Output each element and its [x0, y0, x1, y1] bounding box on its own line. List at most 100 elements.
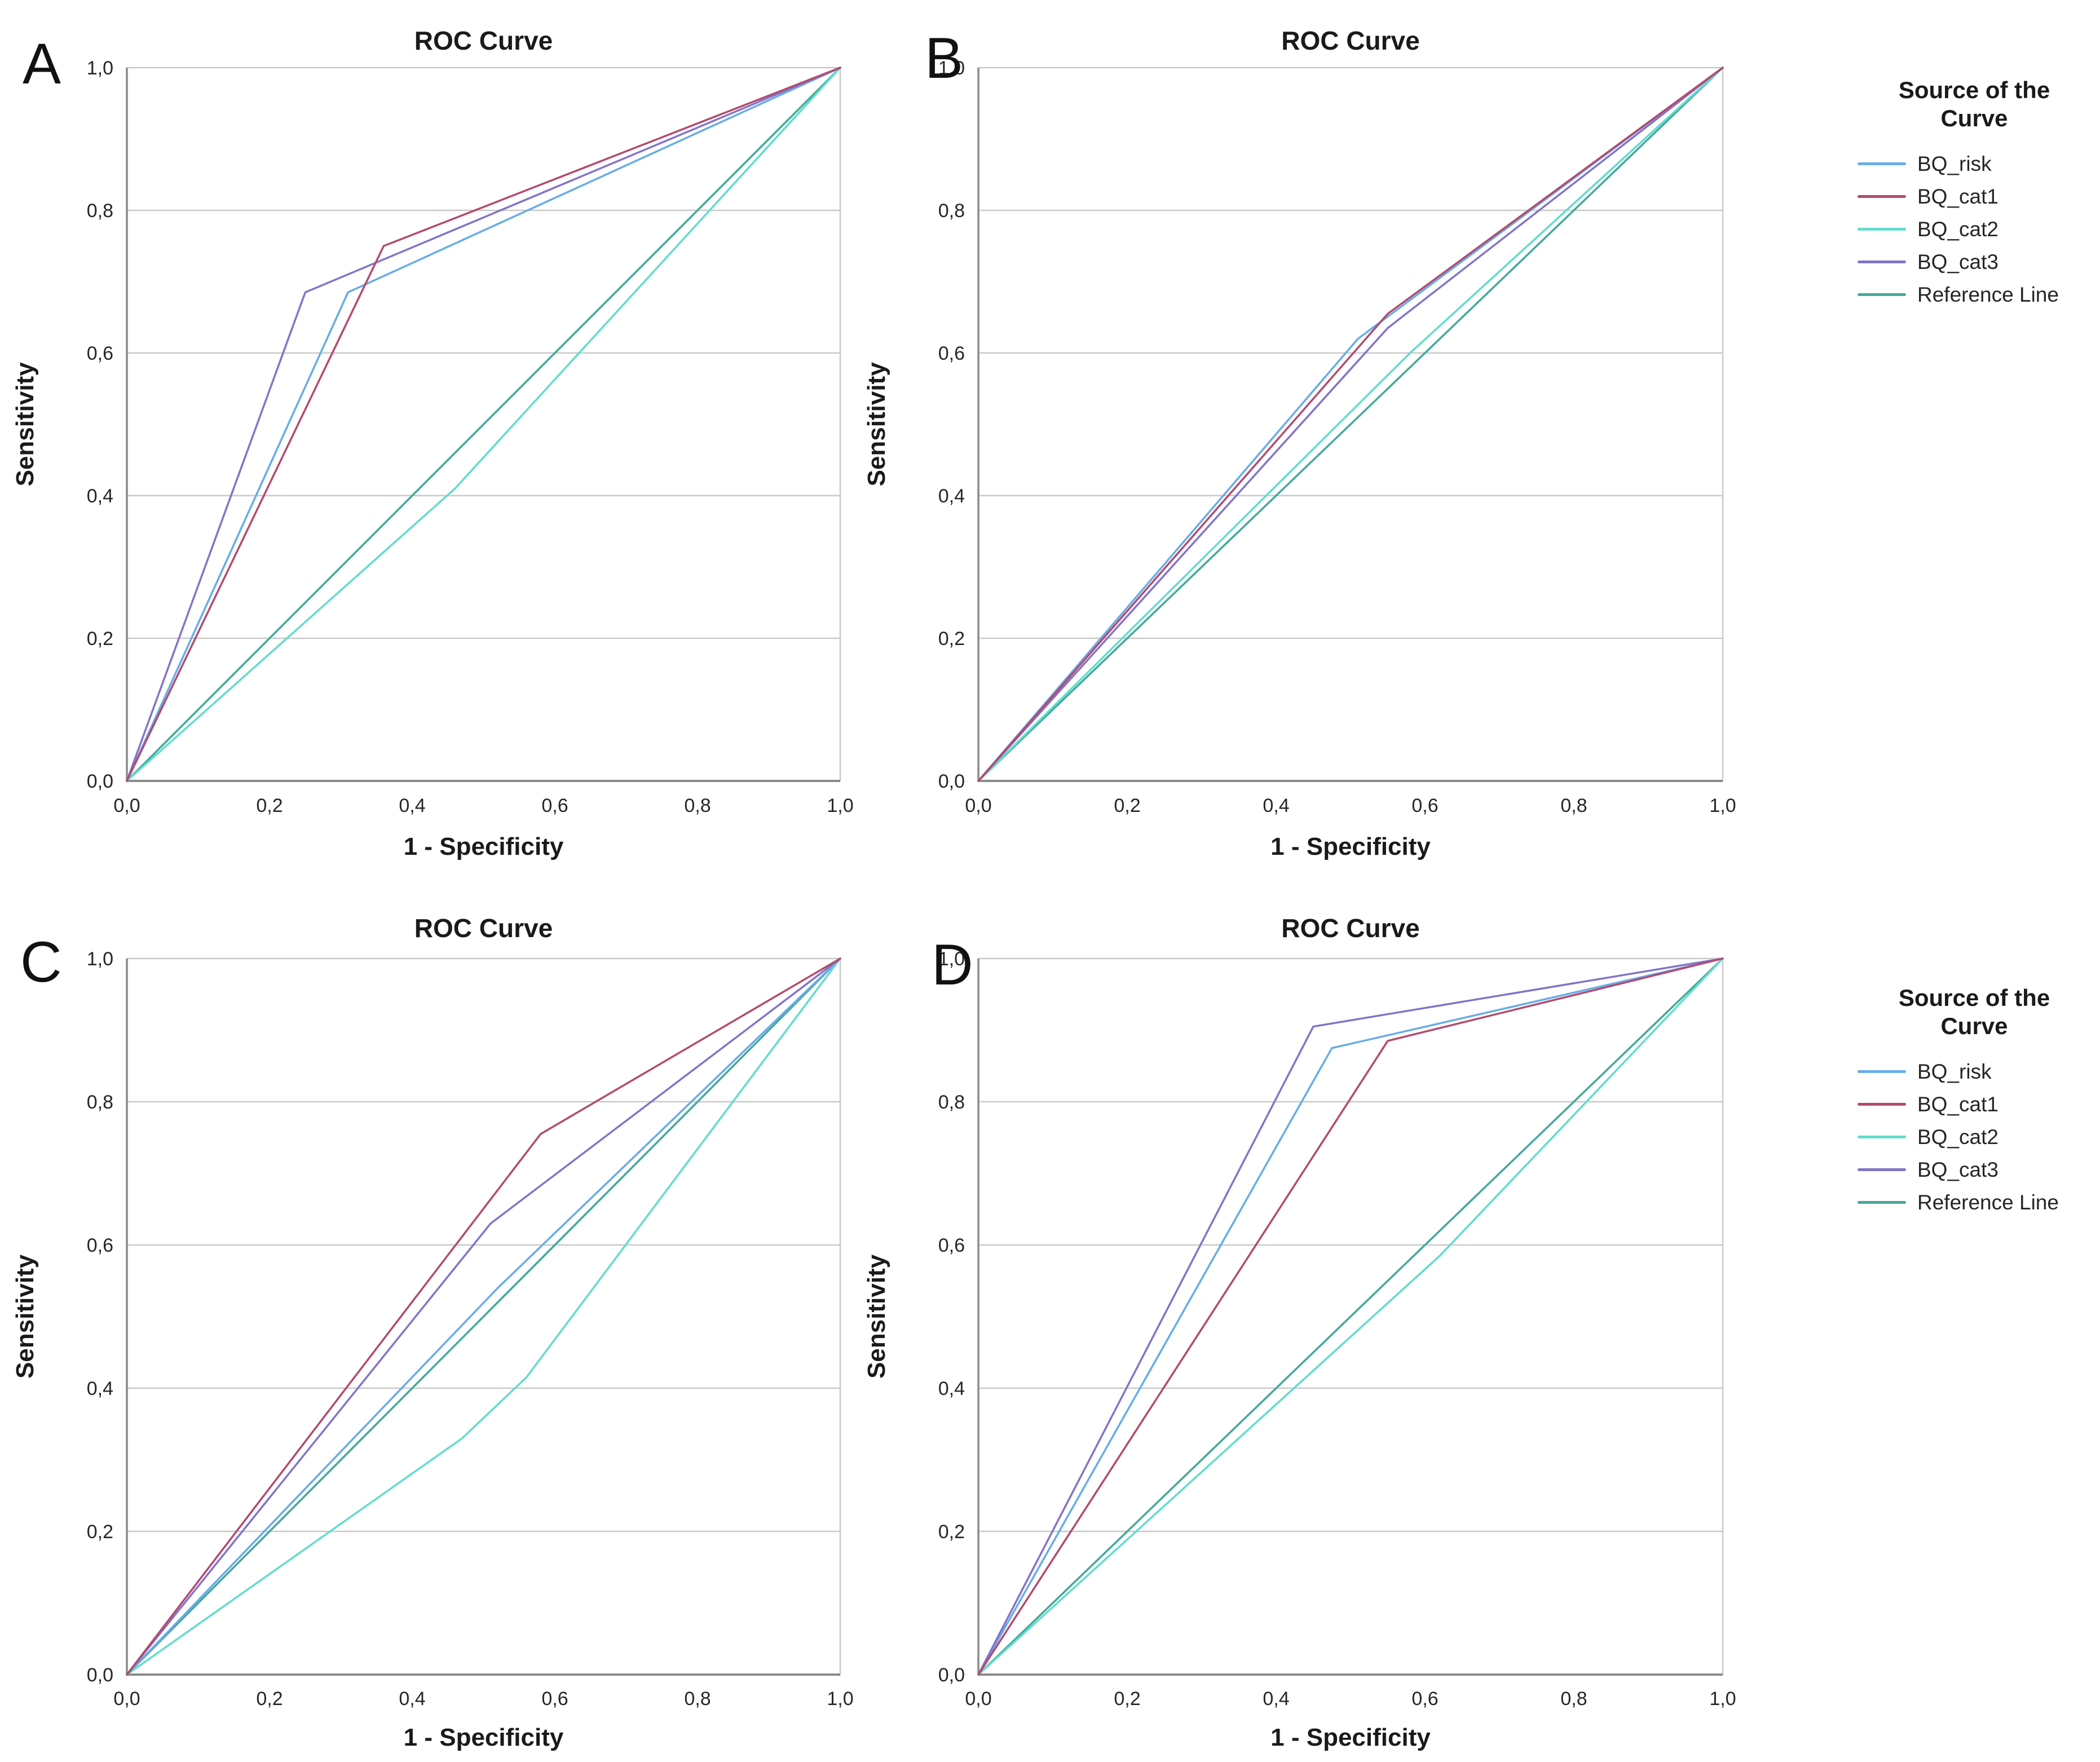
- legend-line-swatch: [1858, 1070, 1906, 1074]
- y-tick-label: 1,0: [87, 948, 113, 970]
- y-tick-label: 0,0: [87, 771, 113, 792]
- x-tick-label: 0,6: [541, 795, 568, 816]
- roc-curve-reference-line: [126, 957, 841, 1676]
- roc-curve-bq-cat1: [977, 67, 1724, 782]
- x-tick-label: 0,6: [541, 1688, 568, 1710]
- x-tick-label: 0,8: [684, 795, 711, 816]
- legend-item: BQ_cat3: [1858, 250, 2100, 273]
- y-tick-label: 0,4: [938, 1378, 965, 1399]
- legend-item: BQ_cat3: [1858, 1158, 2100, 1181]
- roc-curve-bq-cat1: [126, 957, 841, 1676]
- x-tick-label: 0,4: [1263, 1688, 1289, 1710]
- roc-curve-bq-cat2: [126, 67, 841, 782]
- legend-line-swatch: [1858, 1136, 1906, 1139]
- legend-line-swatch: [1858, 162, 1906, 166]
- x-tick-label: 0,2: [256, 795, 283, 816]
- legend-line-swatch: [1858, 195, 1906, 198]
- x-tick-label: 1,0: [827, 1688, 853, 1710]
- legend-line-swatch: [1858, 1103, 1906, 1106]
- legend-item: BQ_cat2: [1858, 1125, 2100, 1149]
- legend-item-label: BQ_cat2: [1917, 1125, 1998, 1149]
- roc-curve-bq-risk: [126, 67, 841, 782]
- legend-line-swatch: [1858, 228, 1906, 231]
- y-tick-label: 0,8: [87, 200, 113, 222]
- x-tick-label: 1,0: [827, 795, 853, 816]
- y-tick-label: 0,0: [938, 771, 965, 792]
- legend-item: BQ_cat2: [1858, 217, 2100, 241]
- x-tick-label: 0,2: [1114, 795, 1140, 816]
- x-tick-label: 0,2: [1114, 1688, 1140, 1710]
- chart-title: ROC Curve: [1281, 913, 1419, 943]
- legend-item: BQ_risk: [1858, 152, 2100, 175]
- panel-letter-b: B: [925, 26, 964, 90]
- roc-curve-bq-cat1: [977, 957, 1724, 1676]
- y-tick-label: 0,2: [87, 1521, 113, 1543]
- roc-curve-bq-cat2: [977, 67, 1724, 782]
- roc-curve-bq-risk: [126, 957, 841, 1676]
- y-axis-title: Sensitivity: [11, 1254, 39, 1379]
- legend-entries: BQ_risk BQ_cat1 BQ_cat2 BQ_cat3 Reference Li…: [1848, 152, 2100, 306]
- legend-item-label: BQ_cat3: [1917, 1158, 1998, 1181]
- legend-item-label: BQ_cat1: [1917, 1092, 1998, 1116]
- legend-item-label: BQ_cat2: [1917, 217, 1998, 241]
- x-tick-label: 0,4: [1263, 795, 1289, 816]
- legend-line-swatch: [1858, 1168, 1906, 1172]
- chart-title: ROC Curve: [414, 913, 553, 943]
- legend-item-label: BQ_cat1: [1917, 184, 1998, 208]
- legend-title: Source of the Curve: [1898, 984, 2050, 1040]
- y-tick-label: 0,2: [87, 628, 113, 650]
- y-tick-label: 0,0: [938, 1664, 965, 1686]
- x-tick-label: 0,6: [1411, 1688, 1438, 1710]
- legend-title: Source of the Curve: [1898, 77, 2050, 132]
- y-axis-title: Sensitivity: [863, 1254, 890, 1379]
- y-tick-label: 0,0: [87, 1664, 113, 1686]
- x-axis-title: 1 - Specificity: [1270, 1724, 1431, 1751]
- legend-item-label: BQ_cat3: [1917, 250, 1998, 273]
- roc-curve-reference-line: [977, 957, 1724, 1676]
- y-tick-label: 0,6: [938, 343, 965, 364]
- y-axis-title: Sensitivity: [11, 362, 39, 487]
- legend-item: BQ_cat1: [1858, 184, 2100, 208]
- roc-curve-bq-cat2: [126, 957, 841, 1676]
- y-tick-label: 0,6: [87, 1235, 113, 1256]
- legend-item-label: BQ_risk: [1917, 1059, 1992, 1083]
- y-tick-label: 1,0: [938, 58, 965, 79]
- roc-curve-bq-cat3: [977, 67, 1724, 782]
- x-tick-label: 0,2: [256, 1688, 283, 1710]
- panel-letter-c: C: [20, 930, 62, 994]
- legend-entries: BQ_risk BQ_cat1 BQ_cat2 BQ_cat3 Reference Li…: [1848, 1059, 2100, 1214]
- y-tick-label: 0,8: [938, 200, 965, 222]
- x-tick-label: 0,0: [113, 1688, 140, 1710]
- x-tick-label: 0,6: [1411, 795, 1438, 816]
- x-tick-label: 0,4: [399, 795, 425, 816]
- x-axis-title: 1 - Specificity: [404, 1724, 564, 1751]
- roc-curve-bq-risk: [977, 957, 1724, 1676]
- y-tick-label: 0,2: [938, 1521, 965, 1543]
- x-axis-title: 1 - Specificity: [404, 833, 564, 860]
- roc-curve-bq-cat1: [126, 67, 841, 782]
- legend-line-swatch: [1858, 293, 1906, 297]
- x-tick-label: 0,8: [684, 1688, 711, 1710]
- y-tick-label: 0,4: [87, 485, 113, 507]
- x-tick-label: 0,0: [965, 1688, 991, 1710]
- legend-bottom: Source of the Curve BQ_risk BQ_cat1 BQ_cat…: [1848, 984, 2100, 1214]
- legend-top: Source of the Curve BQ_risk BQ_cat1 BQ_cat…: [1848, 76, 2100, 306]
- legend-item: BQ_cat1: [1858, 1092, 2100, 1116]
- roc-curve-bq-cat2: [977, 957, 1724, 1676]
- y-tick-label: 0,2: [938, 628, 965, 650]
- x-tick-label: 0,0: [113, 795, 140, 816]
- y-tick-label: 0,6: [938, 1235, 965, 1256]
- x-axis-title: 1 - Specificity: [1270, 833, 1431, 860]
- legend-item-label: Reference Line: [1917, 1190, 2059, 1214]
- x-tick-label: 0,0: [965, 795, 991, 816]
- x-tick-label: 1,0: [1709, 795, 1736, 816]
- legend-line-swatch: [1858, 1201, 1906, 1204]
- chart-title: ROC Curve: [414, 26, 553, 55]
- legend-item: BQ_risk: [1858, 1059, 2100, 1083]
- x-tick-label: 0,8: [1560, 1688, 1587, 1710]
- x-tick-label: 0,4: [399, 1688, 425, 1710]
- chart-title: ROC Curve: [1281, 26, 1419, 55]
- legend-item-label: Reference Line: [1917, 282, 2059, 306]
